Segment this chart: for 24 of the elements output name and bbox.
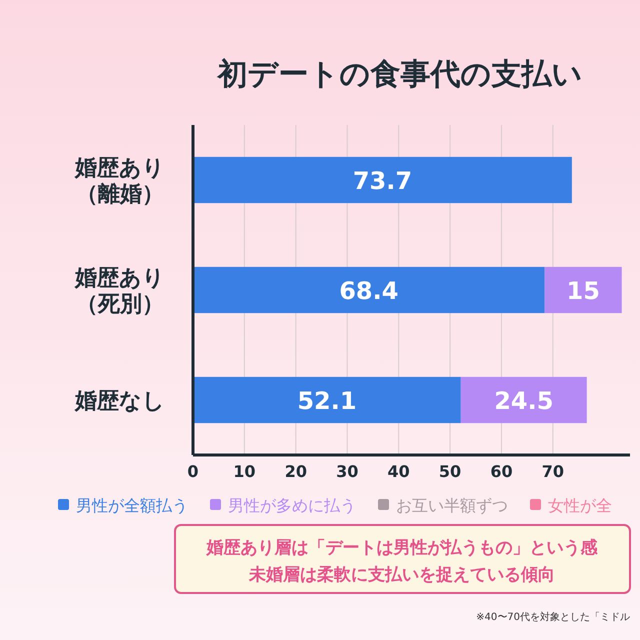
x-tick-label: 60 xyxy=(490,462,513,481)
data-label: 73.7 xyxy=(352,167,412,195)
data-label: 24.5 xyxy=(494,387,554,415)
text: 未婚層は柔軟に支払いを捉えている傾向 xyxy=(248,565,555,585)
x-tick-label: 50 xyxy=(438,462,462,481)
x-tick-label: 40 xyxy=(388,462,410,481)
x-tick-label: 20 xyxy=(284,462,307,481)
y-tick-label: 婚歴なし xyxy=(74,389,165,414)
legend-label: 男性が多めに払う xyxy=(228,496,356,515)
x-tick-label: 0 xyxy=(187,462,199,481)
y-tick-label: 婚歴あり（死別） xyxy=(74,266,165,317)
legend-label: 女性が全 xyxy=(548,496,612,515)
data-label: 52.1 xyxy=(297,387,357,415)
x-tick-label: 30 xyxy=(336,462,358,481)
text: ※40〜70代を対象とした「ミドル xyxy=(476,611,630,623)
data-label: 15 xyxy=(566,277,600,305)
x-tick-label: 10 xyxy=(233,462,256,481)
legend-label: お互い半額ずつ xyxy=(396,496,508,515)
chart-title: 初デートの食事代の支払い xyxy=(216,57,582,92)
data-label: 68.4 xyxy=(339,277,398,305)
y-tick-label: 婚歴あり（離婚） xyxy=(74,156,165,207)
x-tick-label: 70 xyxy=(542,462,564,481)
text: 婚歴あり層は「デートは男性が払うもの」という感 xyxy=(206,538,598,558)
legend-label: 男性が全額払う xyxy=(76,496,188,515)
